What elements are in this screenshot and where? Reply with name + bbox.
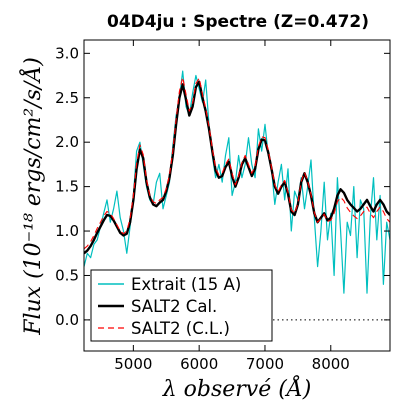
series-line-salt2-c-l bbox=[84, 76, 390, 250]
y-tick-label: 3.0 bbox=[55, 44, 79, 62]
y-tick-label: 2.0 bbox=[55, 133, 79, 151]
series-layer bbox=[84, 70, 390, 294]
legend-label-salt2-cl: SALT2 (C.L.) bbox=[131, 319, 230, 338]
legend-label-extrait: Extrait (15 A) bbox=[131, 275, 241, 294]
y-tick-label: 1.5 bbox=[55, 178, 79, 196]
x-tick-label: 6000 bbox=[180, 355, 218, 373]
legend-label-salt2-cal: SALT2 Cal. bbox=[131, 297, 217, 316]
axis-ticks: 5000 6000 7000 8000 0.0 0.5 1.0 1.5 2.0 2.5 3.0 bbox=[55, 40, 390, 373]
x-tick-label: 5000 bbox=[114, 355, 152, 373]
y-tick-label: 0.5 bbox=[55, 266, 79, 284]
x-tick-label: 7000 bbox=[246, 355, 284, 373]
y-tick-label: 1.0 bbox=[55, 222, 79, 240]
y-tick-label: 0.0 bbox=[55, 311, 79, 329]
x-tick-label: 8000 bbox=[312, 355, 350, 373]
plot-frame bbox=[83, 39, 391, 352]
legend: Extrait (15 A) SALT2 Cal. SALT2 (C.L.) bbox=[90, 269, 273, 342]
y-tick-label: 2.5 bbox=[55, 89, 79, 107]
x-axis-label: λ observé (Å) bbox=[162, 374, 312, 400]
y-axis-label: Flux (10⁻¹⁸ ergs/cm²/s/Å) bbox=[18, 57, 46, 336]
chart-title: 04D4ju : Spectre (Z=0.472) bbox=[107, 12, 369, 32]
